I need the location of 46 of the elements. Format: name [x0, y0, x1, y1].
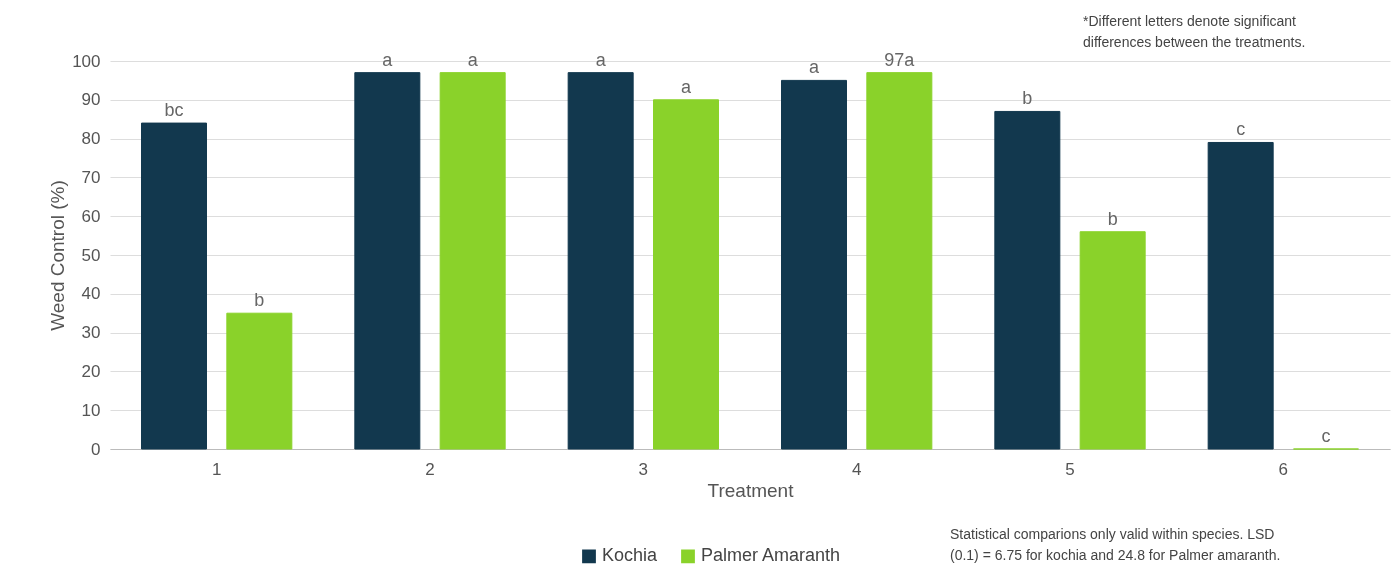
data-label: bc: [164, 100, 184, 121]
legend-label: Palmer Amaranth: [701, 545, 841, 566]
x-tick-label: 4: [851, 459, 862, 479]
x-tick-label: 1: [211, 459, 222, 479]
y-tick-label: 20: [81, 361, 101, 381]
y-tick-label: 40: [81, 284, 101, 304]
data-label: a: [382, 49, 394, 70]
y-tick-label: 80: [81, 129, 101, 149]
bar: [994, 110, 1061, 450]
text: Statistical comparions only valid within species. LSD (0.1) = 6.75 for kochia and 24.8 for Palmer amaranth.: [950, 526, 1281, 563]
bar: [439, 72, 506, 450]
data-label: a: [680, 76, 692, 97]
data-label: c: [1321, 426, 1331, 446]
y-tick-label: 30: [81, 323, 101, 343]
data-label: 97a: [884, 49, 916, 70]
bar: [1207, 141, 1274, 450]
data-label: b: [254, 290, 265, 311]
x-axis-title: Treatment: [707, 479, 795, 501]
bar: [781, 79, 847, 450]
y-tick-label: 10: [81, 400, 101, 420]
bar: [567, 72, 634, 450]
x-tick-label: 6: [1278, 459, 1289, 479]
y-tick-label: 90: [81, 90, 101, 110]
data-label: a: [467, 49, 479, 70]
bar: [226, 312, 293, 450]
bar: [141, 122, 207, 450]
y-tick-label: 0: [91, 439, 101, 459]
x-tick-label: 3: [638, 459, 649, 479]
x-tick-label: 5: [1065, 459, 1075, 479]
legend-label: Kochia: [602, 545, 659, 566]
y-tick-label: 70: [81, 167, 101, 187]
data-label: c: [1236, 119, 1246, 140]
data-label: a: [595, 49, 607, 70]
bar: [354, 72, 421, 450]
x-tick-label: 2: [425, 459, 435, 479]
bar: [1079, 231, 1146, 450]
text: *Different letters denote significant differences between the treatments.: [1083, 13, 1306, 50]
y-axis-title: Weed Control (%): [47, 180, 69, 331]
y-tick-label: 100: [72, 51, 101, 71]
data-label: a: [808, 57, 820, 78]
bar: [866, 72, 933, 450]
y-tick-label: 60: [81, 206, 101, 226]
data-label: b: [1022, 88, 1033, 109]
bar: [653, 99, 719, 450]
data-label: b: [1107, 208, 1118, 229]
y-tick-label: 50: [81, 245, 101, 265]
